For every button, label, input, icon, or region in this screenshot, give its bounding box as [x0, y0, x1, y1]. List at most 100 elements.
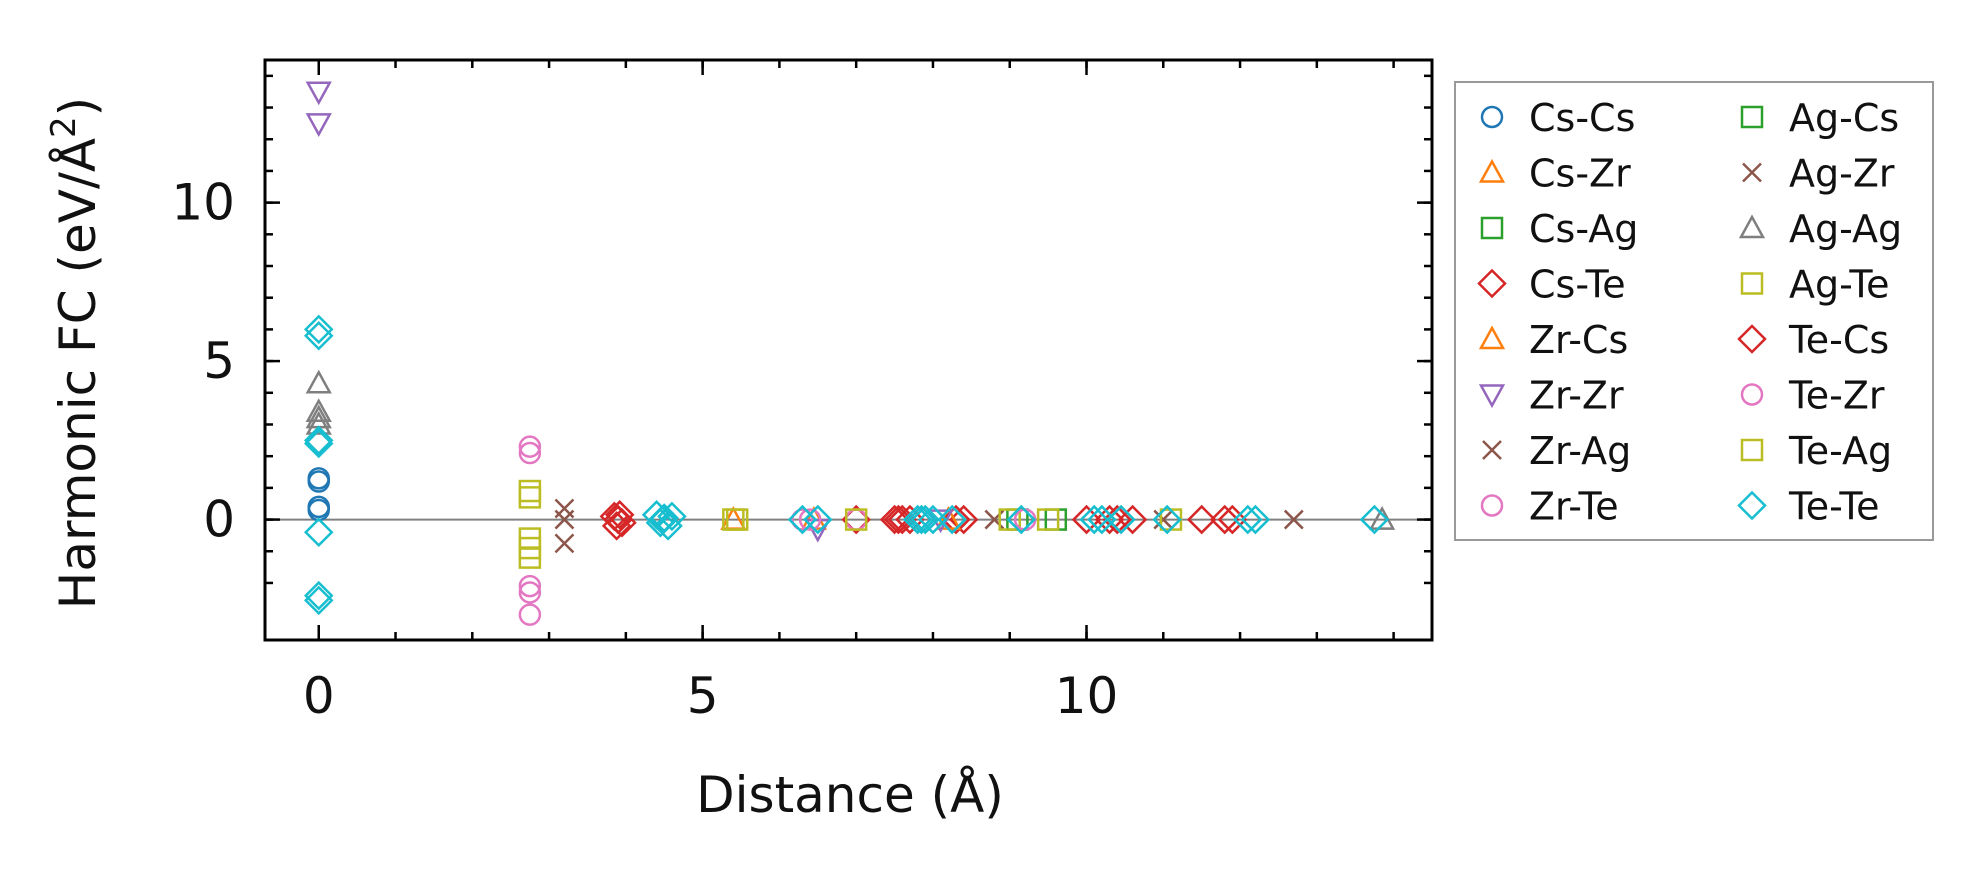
legend-item-ag-zr: Ag-Zr [1742, 152, 1895, 196]
data-point-ag-ag [305, 369, 332, 394]
data-point-cs-te [941, 504, 971, 535]
data-point-ag-ag [305, 410, 332, 435]
data-point-ag-te [518, 546, 542, 569]
legend-items: Cs-Cs Cs-Zr Cs-Ag Cs-Te Zr-Cs Zr-Zr Zr-Ag Zr-Te… [1477, 96, 1902, 529]
data-point-cs-te [1186, 504, 1217, 535]
data-point-te-te [303, 314, 334, 345]
legend-marker [1740, 438, 1764, 462]
legend-label: Zr-Te [1529, 485, 1619, 529]
y-axis-label-main: Harmonic FC (eV/Å [49, 138, 107, 609]
plot-area: 0 5 10 0 5 10 [171, 58, 1434, 725]
data-point-te-te [1240, 504, 1271, 535]
data-point-zr-te [518, 581, 542, 604]
legend-label: Te-Zr [1788, 374, 1885, 418]
legend-marker [1737, 324, 1767, 354]
data-point-zr-te [791, 508, 814, 531]
legend-item-zr-cs: Zr-Cs [1478, 318, 1628, 362]
data-point-ag-ag [305, 398, 332, 423]
data-point-zr-ag [1283, 509, 1304, 530]
data-point-cs-te [879, 504, 910, 535]
data-point-te-ag [725, 508, 749, 531]
data-point-te-te [1152, 504, 1182, 535]
legend-item-ag-ag: Ag-Ag [1738, 207, 1902, 251]
legend-label: Cs-Ag [1529, 207, 1638, 251]
data-point-te-te [1006, 504, 1037, 535]
data-point-te-te [653, 511, 683, 541]
data-point-te-te [918, 504, 948, 535]
legend-item-ag-cs: Ag-Cs [1740, 96, 1899, 140]
data-point-te-te [803, 504, 833, 535]
data-point-cs-cs [307, 470, 330, 493]
legend-item-cs-zr: Cs-Zr [1478, 152, 1631, 196]
data-point-te-te [1079, 504, 1109, 535]
data-point-te-te [303, 425, 334, 456]
legend-item-te-ag: Te-Ag [1740, 429, 1892, 473]
tick-labels: 0 5 10 0 5 10 [171, 174, 1118, 725]
x-axis-label: Distance (Å) [696, 766, 1004, 824]
legend-label: Te-Te [1788, 485, 1880, 529]
y-axis-label-superscript: 2 [44, 116, 84, 138]
data-point-te-te [303, 580, 334, 611]
data-point-te-te [937, 504, 967, 535]
y-tick-label: 0 [203, 491, 235, 549]
data-point-cs-te [1117, 504, 1148, 535]
x-tick-label: 10 [1055, 667, 1119, 725]
legend-marker [1480, 105, 1504, 129]
x-tick-label: 5 [687, 667, 719, 725]
legend-marker [1742, 162, 1762, 183]
legend-marker [1480, 216, 1504, 240]
data-point-te-te [647, 504, 678, 535]
data-point-te-cs [1094, 504, 1125, 535]
data-point-te-te [910, 504, 941, 535]
legend-marker [1738, 214, 1766, 239]
legend-item-ag-te: Ag-Te [1740, 263, 1889, 307]
data-point-te-cs [883, 504, 914, 535]
data-point-te-te [1106, 504, 1136, 535]
data-point-te-te [303, 517, 334, 548]
y-axis-label-close: ) [49, 97, 107, 117]
legend-marker [1478, 384, 1506, 409]
legend-item-cs-ag: Cs-Ag [1480, 207, 1638, 251]
data-point-te-te [1087, 504, 1117, 535]
data-markers [303, 81, 1396, 626]
legend-label: Zr-Ag [1529, 429, 1631, 473]
data-point-zr-te [518, 441, 542, 465]
legend-item-te-cs: Te-Cs [1737, 318, 1889, 362]
legend-label: Ag-Cs [1789, 96, 1899, 140]
data-point-cs-te [895, 504, 925, 535]
data-point-te-te [657, 501, 687, 532]
data-point-te-te [787, 504, 818, 535]
legend-marker [1478, 158, 1506, 183]
legend-marker [1478, 325, 1506, 350]
data-point-ag-zr [1153, 509, 1174, 530]
data-point-zr-te [518, 435, 542, 458]
y-axis-label: Harmonic FC (eV/Å2) [44, 97, 107, 609]
data-point-te-te [303, 428, 334, 459]
data-point-te-te [303, 320, 334, 351]
data-point-zr-te [518, 574, 542, 598]
data-point-zr-ag [554, 533, 575, 554]
data-point-cs-te [1209, 504, 1240, 535]
data-point-ag-te [518, 486, 542, 509]
legend-item-te-te: Te-Te [1737, 485, 1880, 529]
legend-label: Ag-Ag [1789, 207, 1902, 251]
legend-label: Te-Ag [1788, 429, 1892, 473]
legend-marker [1480, 494, 1504, 517]
data-point-ag-te [998, 508, 1021, 531]
data-point-te-te [1232, 504, 1263, 535]
data-point-cs-te [1102, 504, 1132, 535]
legend-label: Te-Cs [1788, 318, 1889, 362]
axes-frame [263, 58, 1434, 642]
y-tick-label: 5 [203, 332, 235, 390]
data-point-cs-te [948, 504, 979, 535]
legend-label: Cs-Cs [1529, 96, 1635, 140]
data-point-zr-zr [305, 113, 332, 137]
y-tick-label: 10 [171, 174, 235, 232]
legend-label: Ag-Zr [1789, 152, 1895, 196]
data-point-te-te [906, 504, 937, 535]
legend-box [1454, 81, 1934, 541]
axis-ticks [265, 60, 1432, 640]
legend-label: Cs-Zr [1529, 152, 1631, 196]
legend-label: Zr-Cs [1529, 318, 1628, 362]
